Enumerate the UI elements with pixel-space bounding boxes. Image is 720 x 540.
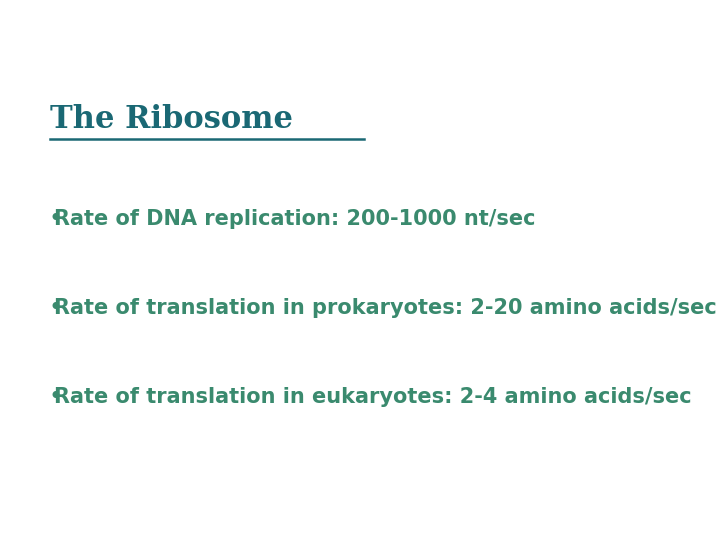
Text: •: • [49, 296, 63, 320]
Text: Rate of translation in eukaryotes: 2-4 amino acids/sec: Rate of translation in eukaryotes: 2-4 a… [54, 387, 692, 407]
Text: •: • [49, 385, 63, 409]
Text: •: • [49, 207, 63, 231]
Text: Rate of translation in prokaryotes: 2-20 amino acids/sec: Rate of translation in prokaryotes: 2-20… [54, 298, 716, 318]
Text: Rate of DNA replication: 200-1000 nt/sec: Rate of DNA replication: 200-1000 nt/sec [54, 208, 536, 229]
Text: The Ribosome: The Ribosome [50, 104, 294, 135]
